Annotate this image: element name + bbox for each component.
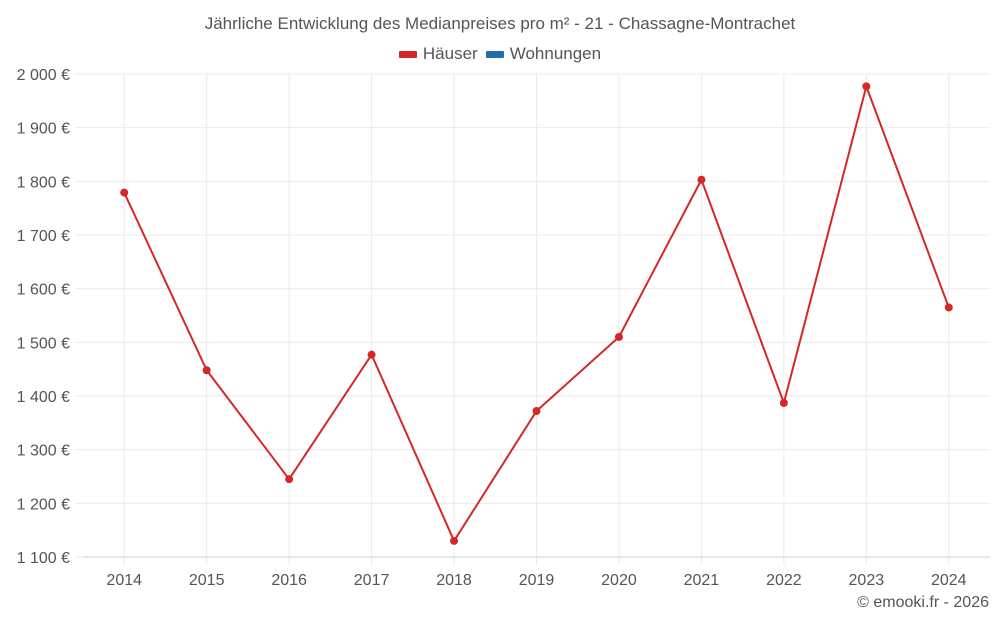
y-tick-label: 1 100 € [17, 550, 70, 567]
y-tick-label: 1 400 € [17, 389, 70, 406]
x-tick-label: 2022 [766, 572, 802, 589]
data-point[interactable] [532, 407, 541, 416]
data-point[interactable] [367, 350, 376, 359]
x-tick-label: 2023 [849, 572, 885, 589]
y-tick-label: 1 900 € [17, 121, 70, 138]
x-tick-label: 2021 [684, 572, 720, 589]
data-point[interactable] [697, 175, 706, 184]
data-point[interactable] [862, 82, 871, 91]
legend-item-haeuser[interactable]: Häuser [398, 44, 478, 64]
x-tick-label: 2014 [106, 572, 142, 589]
x-tick-label: 2016 [271, 572, 307, 589]
data-point[interactable] [779, 398, 788, 407]
series-haeuser [120, 82, 953, 545]
legend-swatch-wohnungen [485, 50, 504, 58]
chart-legend: Häuser Wohnungen [0, 44, 1000, 64]
x-tick-label: 2017 [354, 572, 390, 589]
x-tick-label: 2018 [436, 572, 472, 589]
grid-lines [83, 73, 990, 565]
y-tick-label: 1 300 € [17, 443, 70, 460]
legend-label-haeuser: Häuser [422, 44, 478, 63]
y-tick-label: 1 600 € [17, 282, 70, 299]
legend-swatch-haeuser [398, 50, 417, 58]
data-point[interactable] [450, 536, 459, 545]
x-tick-label: 2020 [601, 572, 637, 589]
data-point[interactable] [285, 475, 294, 484]
y-tick-label: 1 700 € [17, 228, 70, 245]
y-axis: 1 100 € 1 200 € 1 300 € 1 400 € 1 500 € 1 600… [17, 67, 83, 567]
x-tick-label: 2019 [519, 572, 555, 589]
data-point[interactable] [944, 303, 953, 312]
y-tick-label: 1 500 € [17, 335, 70, 352]
legend-item-wohnungen[interactable]: Wohnungen [485, 44, 602, 64]
y-tick-label: 1 800 € [17, 174, 70, 191]
data-point[interactable] [614, 332, 623, 341]
data-point[interactable] [202, 366, 211, 375]
data-point[interactable] [120, 188, 129, 197]
y-tick-label: 2 000 € [17, 67, 70, 84]
x-tick-label: 2015 [189, 572, 225, 589]
x-axis: 2014 2015 2016 2017 2018 2019 2020 2021 2022 2023… [83, 556, 990, 589]
credit-text: © emooki.fr - 2026 [857, 594, 989, 611]
x-tick-label: 2024 [931, 572, 967, 589]
legend-label-wohnungen: Wohnungen [509, 44, 602, 63]
y-tick-label: 1 200 € [17, 496, 70, 513]
chart-title: Jährliche Entwicklung des Medianpreises … [204, 14, 796, 33]
